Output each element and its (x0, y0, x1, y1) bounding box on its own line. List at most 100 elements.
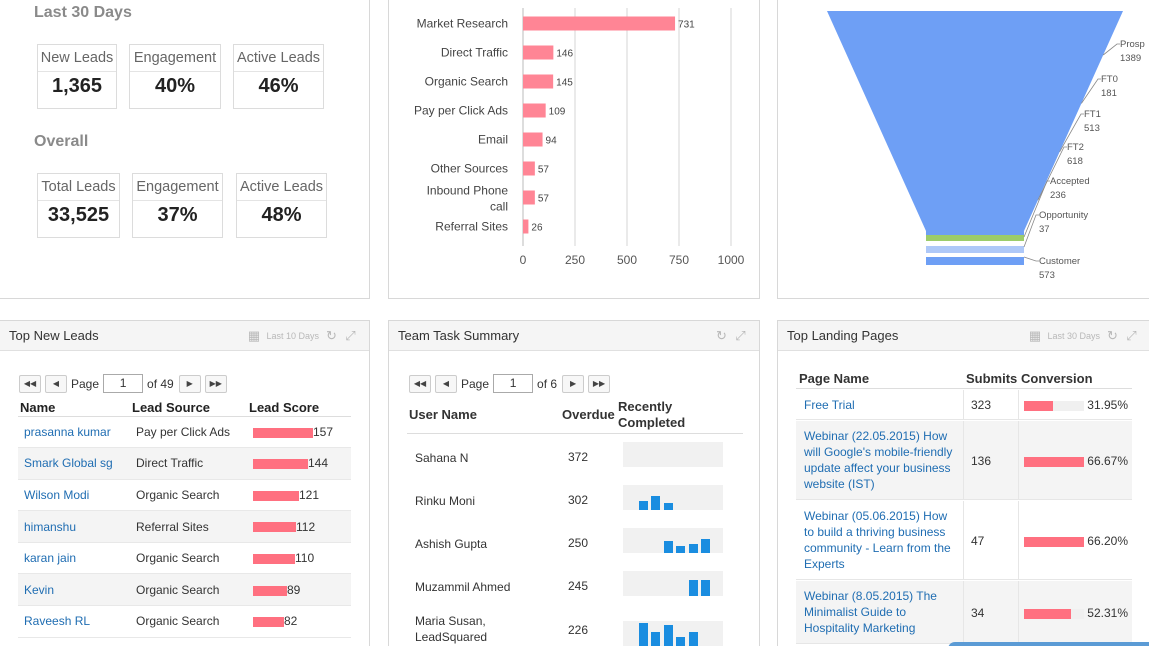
prev-page-button[interactable]: ◀ (45, 374, 67, 393)
table-row[interactable]: Wilson Modi Organic Search 121 (18, 479, 351, 511)
lead-name-link[interactable]: Wilson Modi (24, 487, 90, 502)
lead-name-link[interactable]: prasanna kumar (24, 424, 111, 439)
landing-page-row[interactable]: Free Trial 323 31.95% (796, 390, 1132, 420)
calendar-icon[interactable]: ▦ (247, 328, 261, 343)
expand-icon[interactable]: ⤢ (345, 328, 356, 343)
lead-source-cell: Pay per Click Ads (136, 424, 231, 439)
refresh-icon[interactable]: ↻ (716, 328, 727, 343)
column-header-overdue[interactable]: Overdue (562, 407, 615, 422)
lead-score-value: 82 (284, 614, 298, 629)
lead-score-bar (253, 490, 299, 501)
table-row[interactable]: Smark Global sg Direct Traffic 144 (18, 447, 351, 480)
task-user-name: Rinku Moni (415, 494, 476, 508)
lead-score-cell: 121 (247, 479, 351, 511)
funnel-stage-value: 573 (1039, 270, 1055, 281)
column-header-page-name[interactable]: Page Name (799, 371, 870, 386)
task-row[interactable]: Sahana N 372 (407, 440, 743, 480)
table-row[interactable]: Raveesh RL Organic Search 82 (18, 605, 351, 638)
funnel-stage-label: Prosp (1120, 39, 1145, 50)
lead-name-link[interactable]: Kevin (24, 582, 55, 597)
lead-name-link[interactable]: himanshu (24, 519, 77, 534)
table-row[interactable]: himanshu Referral Sites 112 (18, 510, 351, 543)
column-header-name[interactable]: Name (18, 399, 130, 417)
panel-header: Team Task Summary ↻ ⤢ (389, 321, 759, 351)
conversion-bar-track (1024, 609, 1084, 619)
last-page-button[interactable]: ▶▶ (588, 374, 611, 393)
category-label: Market Research (417, 17, 508, 31)
landing-page-link[interactable]: Webinar (05.06.2015) How to build a thri… (804, 509, 951, 571)
kpi-panel: Last 30 Days New Leads 1,365 Engagement … (0, 0, 370, 299)
funnel-band (926, 241, 1024, 246)
landing-page-link[interactable]: Free Trial (804, 398, 855, 412)
column-header-conversion[interactable]: Conversion (1021, 371, 1093, 386)
column-header-user-name[interactable]: User Name (409, 407, 477, 422)
funnel-stage-value: 1389 (1120, 53, 1141, 64)
conversion-value: 52.31% (1087, 606, 1128, 620)
table-row[interactable]: Kevin Organic Search 89 (18, 573, 351, 606)
panel-title: Team Task Summary (398, 328, 520, 343)
date-range-label[interactable]: Last 10 Days (266, 330, 319, 341)
page-number-input[interactable]: 1 (103, 374, 144, 393)
funnel-stage-label: Accepted (1050, 176, 1090, 187)
column-header-submits[interactable]: Submits (966, 371, 1018, 386)
bar-value-label: 57 (538, 165, 550, 176)
last-page-button[interactable]: ▶▶ (204, 374, 227, 393)
landing-page-link[interactable]: Webinar (8.05.2015) The Minimalist Guide… (804, 589, 937, 635)
task-row[interactable]: Ashish Gupta 250 (407, 526, 743, 566)
calendar-icon[interactable]: ▦ (1028, 328, 1042, 343)
funnel-top-stages (827, 11, 1123, 231)
landing-page-link[interactable]: Webinar (22.05.2015) How will Google's m… (804, 429, 953, 491)
landing-page-row[interactable]: Webinar (22.05.2015) How will Google's m… (796, 421, 1132, 500)
lead-name-link[interactable]: Smark Global sg (24, 456, 113, 471)
panel-title: Top Landing Pages (787, 328, 899, 343)
page-number-input[interactable]: 1 (493, 374, 534, 393)
table-row[interactable]: karan jain Organic Search 110 (18, 542, 351, 574)
kpi-value: 40% (154, 75, 196, 97)
lead-name-link[interactable]: Raveesh RL (24, 614, 91, 629)
table-row[interactable]: prasanna kumar Pay per Click Ads 157 (18, 416, 351, 448)
kpi-label: Active Leads (237, 174, 326, 201)
expand-icon[interactable]: ⤢ (735, 328, 746, 343)
landing-page-row[interactable]: Webinar (8.05.2015) The Minimalist Guide… (796, 581, 1132, 644)
refresh-icon[interactable]: ↻ (326, 328, 337, 343)
first-page-button[interactable]: ◀◀ (409, 374, 431, 393)
task-row[interactable]: Rinku Moni 302 (407, 483, 743, 523)
task-user-name: Ashish Gupta (415, 537, 488, 551)
scroll-indicator[interactable] (948, 642, 1149, 646)
top-new-leads-table: Name Lead Source Lead Score prasanna kum… (18, 399, 351, 638)
sparkline-bar (701, 539, 710, 553)
column-header-lead-source[interactable]: Lead Source (130, 399, 247, 417)
sparkline-bar (688, 580, 698, 596)
first-page-button[interactable]: ◀◀ (19, 374, 41, 393)
funnel-band (926, 253, 1024, 257)
date-range-label[interactable]: Last 30 Days (1047, 330, 1100, 341)
next-page-button[interactable]: ▶ (178, 374, 201, 393)
lead-source-chart-panel: 0 250 500 750 1000 Market Research 731 Direct T… (388, 0, 760, 299)
x-tick-label: 1000 (718, 253, 745, 267)
column-header-lead-score[interactable]: Lead Score (247, 399, 351, 417)
task-row[interactable]: Maria Susan, LeadSquared 226 (407, 611, 743, 646)
bar-value-label: 146 (556, 49, 573, 60)
lead-source-cell: Direct Traffic (136, 456, 204, 471)
lead-name-link[interactable]: karan jain (24, 551, 77, 566)
x-tick-label: 0 (520, 253, 527, 267)
category-label: Other Sources (431, 162, 508, 176)
sparkline-bar (663, 541, 673, 553)
refresh-icon[interactable]: ↻ (1107, 328, 1118, 343)
prev-page-button[interactable]: ◀ (435, 374, 457, 393)
conversion-bar-track (1024, 401, 1084, 411)
kpi-active-leads-30: Active Leads 46% (233, 44, 324, 109)
pager: ◀◀ ◀ Page 1 of 49 ▶ ▶▶ (19, 374, 231, 393)
expand-icon[interactable]: ⤢ (1126, 328, 1137, 343)
next-page-button[interactable]: ▶ (562, 374, 585, 393)
funnel-connector (1102, 43, 1120, 56)
landing-page-row[interactable]: Webinar (05.06.2015) How to build a thri… (796, 501, 1132, 580)
kpi-total-leads: Total Leads 33,525 (37, 173, 120, 238)
column-header-recently-completed[interactable]: Recently Completed (618, 399, 686, 430)
conversion-value: 66.20% (1087, 534, 1128, 548)
task-row[interactable]: Muzammil Ahmed 245 (407, 569, 743, 609)
conversion-bar (1024, 609, 1071, 619)
kpi-value: 48% (261, 204, 302, 226)
bar (523, 219, 529, 234)
conversion-bar (1024, 401, 1053, 411)
